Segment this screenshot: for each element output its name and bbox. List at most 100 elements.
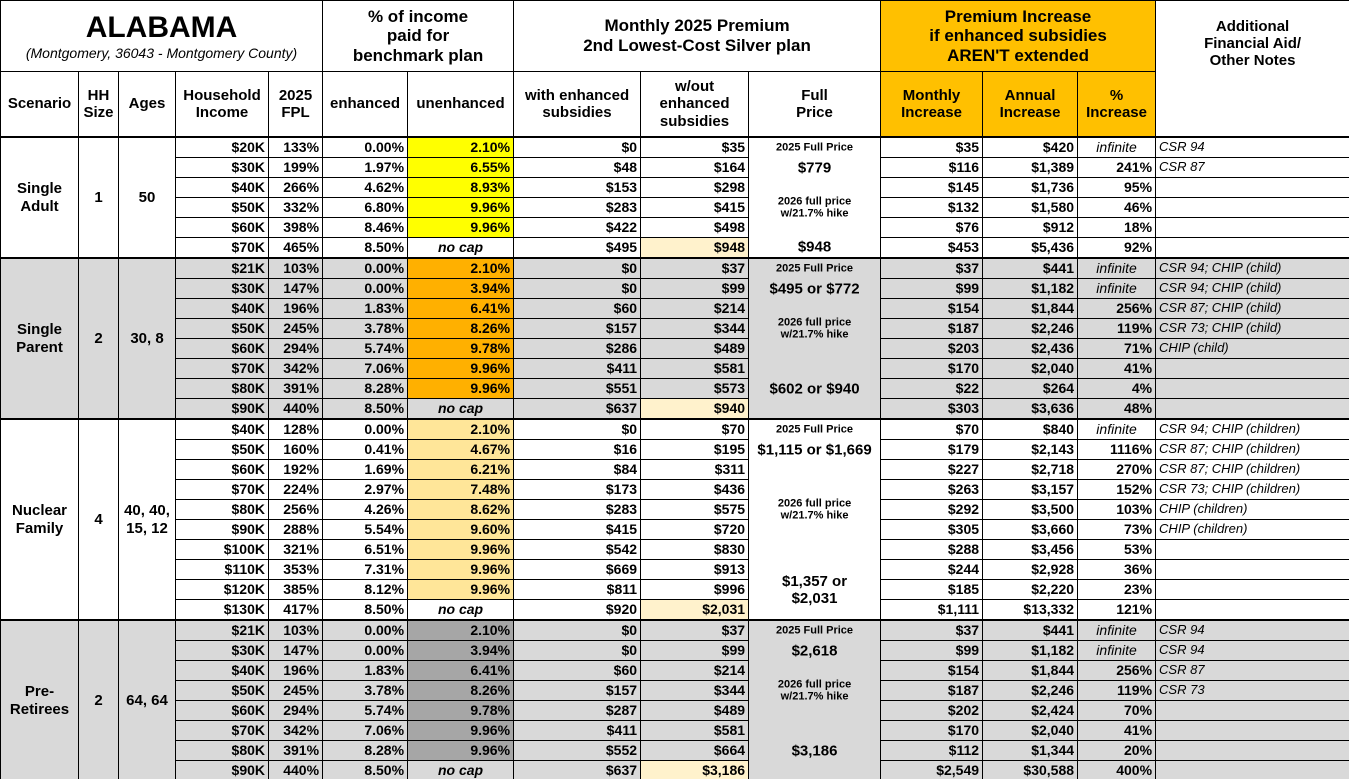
cell: 288%	[267, 519, 324, 540]
cell: CSR 87; CHIP (child)	[1155, 298, 1349, 319]
cell: $30K	[175, 157, 269, 178]
cell: 256%	[267, 499, 324, 520]
data-row: $80K 391% 8.28% 9.96% $552 $664 $3,186 $112 $1,3…	[0, 740, 1349, 761]
cell: $287	[513, 700, 642, 721]
cell	[1155, 579, 1349, 600]
cell: $99	[640, 278, 750, 299]
cell: 2.10%	[407, 619, 515, 641]
cell: infinite	[1077, 278, 1157, 299]
column-header: Full Price	[748, 71, 882, 138]
table-header: ALABAMA (Montgomery, 36043 - Montgomery C…	[0, 0, 1349, 138]
cell: $2,424	[982, 700, 1079, 721]
data-row: $60K 398% 8.46% 9.96% $422 $498 $76 $912 18%	[0, 217, 1349, 238]
cell: $0	[513, 418, 642, 440]
full-price: 2025 Full Price	[776, 624, 854, 637]
cell: 119%	[1077, 318, 1157, 339]
cell: $22	[880, 378, 984, 399]
data-row: $80K 391% 8.28% 9.96% $551 $573 $602 or $940 $2…	[0, 378, 1349, 399]
cell: $411	[513, 358, 642, 379]
cell: 71%	[1077, 338, 1157, 359]
cell: $3,636	[982, 398, 1079, 420]
cell: $637	[513, 398, 642, 420]
cell	[1155, 700, 1349, 721]
cell: 147%	[267, 640, 324, 661]
full-price-cell	[748, 720, 882, 741]
cell: 5.74%	[322, 338, 409, 359]
cell	[1155, 197, 1349, 218]
data-row: $90K 440% 8.50% no cap $637 $940 $303 $3,636 48%	[0, 398, 1349, 420]
cell: $145	[880, 177, 984, 198]
cell	[1155, 559, 1349, 580]
full-price-cell	[748, 298, 882, 319]
cell: 121%	[1077, 599, 1157, 621]
cell: $263	[880, 479, 984, 500]
cell: 2.10%	[407, 136, 515, 158]
full-price-cell: 2025 Full Price	[748, 257, 882, 279]
cell: 8.50%	[322, 398, 409, 420]
ages-cell: 50	[118, 136, 176, 259]
cell: $288	[880, 539, 984, 560]
cell: $130K	[175, 599, 269, 621]
cell: $50K	[175, 680, 269, 701]
cell: $30K	[175, 278, 269, 299]
cell: $2,040	[982, 358, 1079, 379]
full-price-cell: 2025 Full Price	[748, 136, 882, 158]
title: ALABAMA	[85, 10, 238, 44]
full-price-cell: 2025 Full Price	[748, 619, 882, 641]
cell: 9.78%	[407, 700, 515, 721]
cell: $35	[640, 136, 750, 158]
cell: 353%	[267, 559, 324, 580]
cell: 4.26%	[322, 499, 409, 520]
cell: $214	[640, 298, 750, 319]
cell: $551	[513, 378, 642, 399]
cell: 3.78%	[322, 318, 409, 339]
cell: 9.96%	[407, 559, 515, 580]
cell: $185	[880, 579, 984, 600]
cell: 48%	[1077, 398, 1157, 420]
data-row: $50K 160% 0.41% 4.67% $16 $195 $1,115 or $1,66…	[0, 439, 1349, 460]
cell: $2,718	[982, 459, 1079, 480]
cell: 103%	[267, 619, 324, 641]
cell: 270%	[1077, 459, 1157, 480]
cell: CSR 87	[1155, 660, 1349, 681]
cell: 0.41%	[322, 439, 409, 460]
data-row: $90K 440% 8.50% no cap $637 $3,186 $2,549 $30,5…	[0, 760, 1349, 779]
cell: CSR 87; CHIP (children)	[1155, 459, 1349, 480]
cell: $60K	[175, 459, 269, 480]
cell: $13,332	[982, 599, 1079, 621]
cell: $99	[880, 640, 984, 661]
cell: $173	[513, 479, 642, 500]
cell: 321%	[267, 539, 324, 560]
cell: 6.80%	[322, 197, 409, 218]
cell: 342%	[267, 720, 324, 741]
cell: CSR 73; CHIP (child)	[1155, 318, 1349, 339]
cell: 6.21%	[407, 459, 515, 480]
cell: $76	[880, 217, 984, 238]
cell: 103%	[267, 257, 324, 279]
data-row: $50K 245% 3.78% 8.26% $157 $344 2026 full pric…	[0, 316, 1349, 341]
cell: $0	[513, 136, 642, 158]
cell: $80K	[175, 740, 269, 761]
cell: $5,436	[982, 237, 1079, 259]
cell: $40K	[175, 177, 269, 198]
cell: $420	[982, 136, 1079, 158]
group-header: Premium Increase if enhanced subsidies A…	[880, 0, 1157, 72]
cell: 36%	[1077, 559, 1157, 580]
cell: $1,389	[982, 157, 1079, 178]
full-price: 2025 Full Price	[776, 141, 854, 154]
cell: $1,736	[982, 177, 1079, 198]
cell: $3,157	[982, 479, 1079, 500]
full-price: $948	[797, 238, 832, 256]
hh-size-cell: 4	[78, 418, 119, 621]
cell: 133%	[267, 136, 324, 158]
cell: 8.12%	[322, 579, 409, 600]
cell: $164	[640, 157, 750, 178]
cell: CSR 94; CHIP (child)	[1155, 257, 1349, 279]
data-row: $40K 196% 1.83% 6.41% $60 $214 $154 $1,844 256% C…	[0, 298, 1349, 319]
cell: 256%	[1077, 298, 1157, 319]
cell: $116	[880, 157, 984, 178]
cell: $170	[880, 358, 984, 379]
cell: $283	[513, 197, 642, 218]
full-price-cell	[748, 459, 882, 480]
